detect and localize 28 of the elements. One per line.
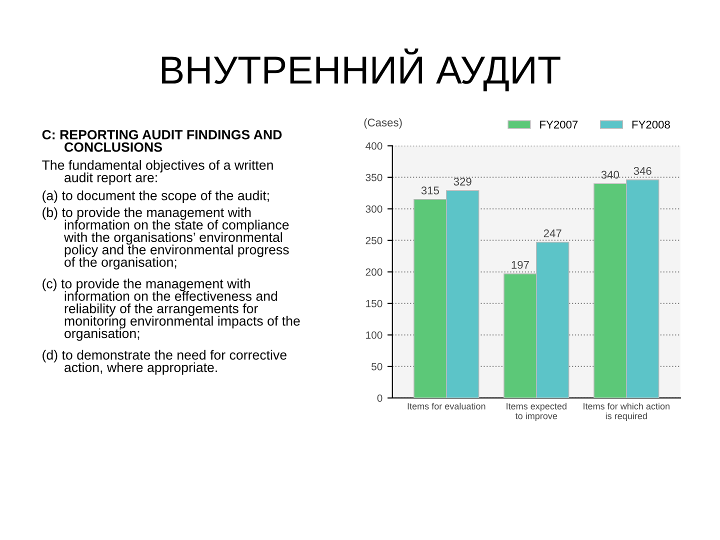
text: (c) to provide the management with information on the effectiveness and reliability of the arrangements for monitoring environmental impacts of the organisation; (42, 278, 300, 341)
y-tick-label: 150 (366, 300, 382, 308)
chart-title: ВНУТРЕННИЙ АУДИТ (162, 48, 560, 92)
y-tick-label: 250 (366, 236, 382, 244)
y-tick-label: 200 (366, 268, 382, 276)
text: (a) to document the scope of the audit; (42, 190, 269, 203)
data-label: 346 (634, 167, 652, 175)
y-tick-label: 350 (366, 174, 382, 182)
legend-label: FY2007 (540, 120, 578, 129)
text: (b) to provide the management with information on the state of compliance with the organisations’ environmental policy and the environmental progress of the organisation; (42, 207, 289, 270)
y-tick-label: 300 (366, 205, 382, 213)
x-tick-label: Items for evaluation (408, 402, 486, 410)
data-label: 197 (512, 260, 529, 269)
text: (d) to demonstrate the need for corrective action, where appropriate. (42, 350, 286, 375)
data-label: 315 (421, 186, 440, 194)
y-axis-title: (Cases) (364, 118, 402, 129)
legend-label: FY2008 (632, 120, 670, 129)
y-tick-label: 50 (372, 362, 382, 370)
data-label: 329 (454, 178, 472, 186)
text: C: REPORTING AUDIT FINDINGS AND CONCLUSIONS (42, 130, 282, 152)
text: The fundamental objectives of a written audit report are: (42, 160, 273, 185)
data-label: 247 (544, 229, 562, 238)
y-tick-label: 0 (377, 394, 382, 402)
y-tick-label: 100 (366, 331, 382, 339)
y-tick-label: 400 (366, 142, 382, 150)
x-tick-label: Items expected to improve (506, 402, 566, 421)
x-tick-label: Items for which action is required (584, 402, 670, 421)
data-label: 340 (601, 170, 620, 179)
